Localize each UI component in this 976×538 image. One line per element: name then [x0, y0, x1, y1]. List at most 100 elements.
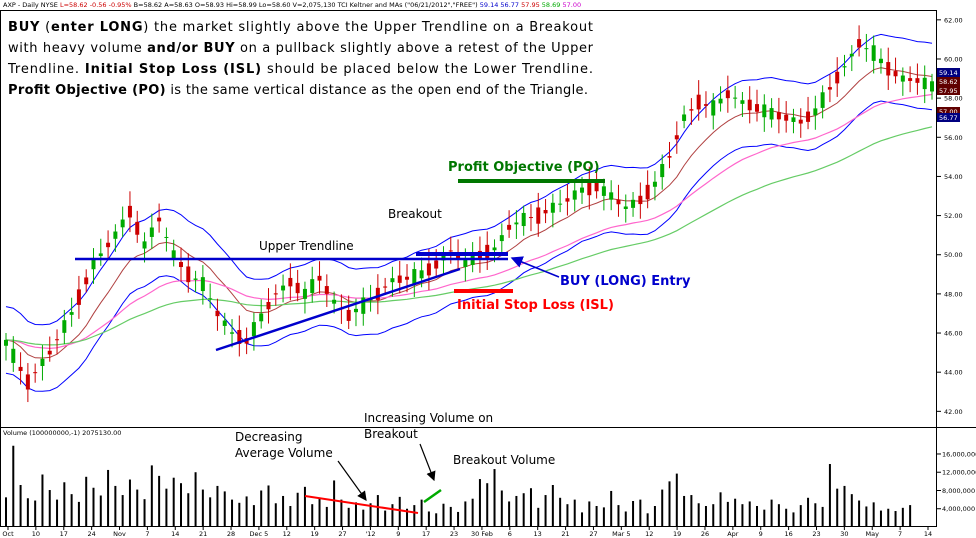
candle-body	[791, 117, 796, 122]
candle-body	[193, 278, 198, 280]
ma-pink-line	[5, 93, 933, 350]
candle-body	[273, 293, 278, 295]
candle-body	[208, 298, 213, 300]
price-axis: 62.00 60.00 58.00 56.00 54.00 52.00 50.00 48.00…	[936, 16, 963, 416]
candle-body	[558, 203, 563, 205]
description-segment: Initial Stop Loss (ISL)	[85, 62, 261, 77]
candle-body	[499, 235, 504, 242]
volume-bars	[5, 445, 912, 527]
keltner-lower-line	[5, 100, 933, 392]
date-tick-label: 23	[450, 530, 458, 538]
breakout-volume-label: Breakout Volume	[453, 453, 555, 467]
description-segment: Trendline.	[7, 62, 84, 77]
price-marker-box	[937, 107, 960, 116]
candle-body	[601, 186, 606, 196]
candle-body	[507, 224, 512, 230]
header-part: 57.95	[519, 1, 540, 9]
date-tick-label: Dec 5	[250, 530, 269, 538]
header-part: V=2,075,130	[290, 1, 335, 9]
header-part: Lo=58.60	[257, 1, 291, 9]
candle-body	[375, 287, 380, 300]
candle-body	[426, 263, 431, 276]
header-part: B=58.62	[132, 1, 163, 9]
candle-body	[594, 181, 599, 192]
header-part: -0.95%	[107, 1, 132, 9]
candle-body	[463, 258, 468, 267]
increasing-volume-line	[423, 488, 442, 504]
candle-body	[266, 301, 271, 310]
description-segment: Profit Objective (PO)	[8, 83, 166, 98]
candle-body	[609, 192, 614, 200]
date-tick-label: 9	[759, 530, 763, 538]
candle-body	[215, 310, 220, 317]
date-tick-label: Oct	[2, 530, 14, 538]
candle-body	[361, 297, 366, 314]
candle-body	[324, 286, 329, 294]
price-tick-label: 46.00	[944, 330, 963, 338]
description-segment: is the same vertical distance as the ope…	[166, 83, 588, 98]
chart-header: AXP - Daily NYSE L=58.62 -0.56 -0.95% B=…	[3, 1, 581, 9]
price-tick-label: 58.00	[944, 95, 963, 103]
candle-body	[18, 366, 23, 371]
candle-body	[813, 108, 818, 116]
price-marker-box	[937, 86, 960, 95]
date-tick-label: 21	[561, 530, 569, 538]
date-axis: Oct 10 17 24 Nov 7 14 21 28 Dec 5 12 19 27 '12 9 17 23 30…	[2, 527, 932, 538]
description-segment: ) the market slightly above the Upper Tr…	[143, 20, 593, 35]
candle-body	[448, 250, 453, 252]
price-tick-label: 56.00	[944, 134, 963, 142]
candle-body	[776, 112, 781, 120]
candle-body	[725, 90, 730, 99]
candle-body	[696, 94, 701, 110]
stop-loss-label: Initial Stop Loss (ISL)	[457, 298, 614, 313]
candle-body	[536, 207, 541, 224]
candle-body	[755, 104, 760, 112]
candle-body	[878, 58, 883, 64]
candle-body	[11, 348, 16, 363]
date-tick-label: 10	[32, 530, 40, 538]
description-segment: on a pullback slightly above a retest of…	[235, 41, 593, 56]
candle-body	[47, 350, 52, 355]
candle-body	[930, 81, 934, 92]
volume-tick-label: 16,000,000	[942, 450, 976, 458]
candle-body	[149, 227, 154, 237]
candle-body	[674, 135, 679, 140]
volume-axis: 16,000,000 12,000,000 8,000,000 4,000,000	[936, 450, 976, 513]
buy-entry-label: BUY (LONG) Entry	[560, 274, 691, 289]
candle-body	[842, 66, 847, 68]
date-tick-label: 26	[701, 530, 709, 538]
candle-body	[572, 190, 577, 200]
volume-label: Volume (100000000,-1) 2075130.00	[3, 429, 121, 437]
candle-body	[645, 184, 650, 200]
volume-tick-label: 8,000,000	[942, 487, 975, 495]
candle-body	[397, 275, 402, 283]
decreasing-volume-arrow	[337, 460, 367, 501]
candle-body	[412, 269, 417, 284]
moving-averages	[5, 33, 933, 392]
date-tick-label: 7	[898, 530, 902, 538]
candle-body	[76, 289, 81, 305]
price-marker-label: 56.77	[939, 114, 958, 122]
candle-body	[660, 164, 665, 178]
date-tick-label: 23	[812, 530, 820, 538]
candle-body	[638, 195, 643, 205]
candle-body	[106, 242, 111, 248]
date-tick-label: 21	[199, 530, 207, 538]
description-line: Profit Objective (PO) is the same vertic…	[8, 83, 588, 98]
price-marker-box	[937, 68, 960, 77]
candle-body	[4, 339, 8, 346]
candle-body	[492, 247, 497, 251]
header-part: 56.77	[498, 1, 519, 9]
volume-tick-label: 12,000,000	[942, 469, 976, 477]
candle-body	[419, 270, 424, 279]
candle-body	[631, 199, 636, 208]
candle-body	[580, 187, 585, 193]
date-tick-label: 28	[227, 530, 235, 538]
candle-body	[281, 285, 286, 291]
strategy-description: BUY (enter LONG) the market slightly abo…	[7, 20, 594, 98]
candle-body	[849, 53, 854, 57]
description-line: BUY (enter LONG) the market slightly abo…	[8, 20, 593, 35]
candle-body	[40, 358, 45, 367]
candle-body	[718, 98, 723, 104]
